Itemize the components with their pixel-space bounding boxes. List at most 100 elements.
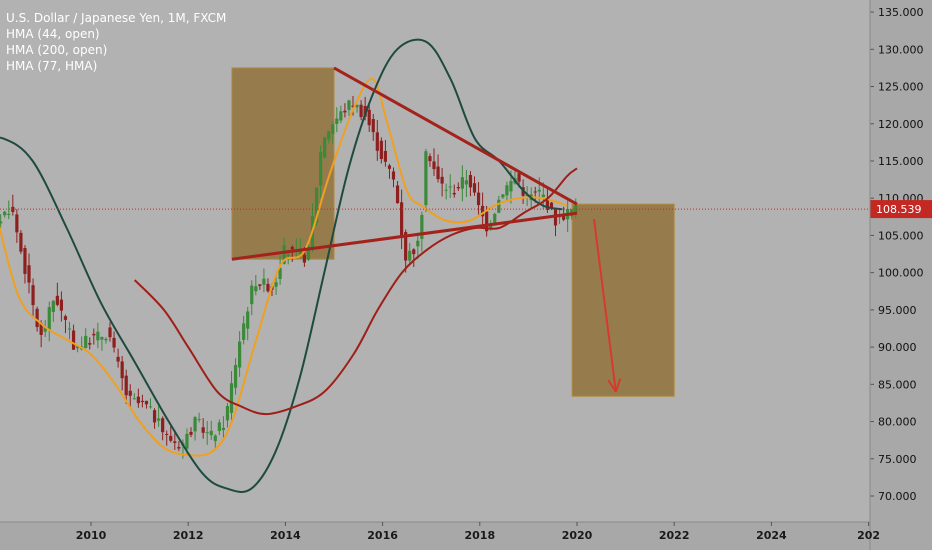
candle[interactable] (233, 358, 238, 395)
candle[interactable] (323, 136, 327, 159)
candle[interactable] (76, 345, 80, 353)
candle[interactable] (19, 230, 23, 255)
candle[interactable] (412, 248, 416, 267)
candle[interactable] (387, 163, 392, 179)
candle[interactable] (112, 331, 116, 353)
candle[interactable] (124, 369, 128, 404)
candle[interactable] (400, 189, 404, 250)
candle[interactable] (262, 268, 266, 293)
candle[interactable] (47, 301, 51, 342)
candle[interactable] (144, 400, 149, 409)
candle[interactable] (432, 148, 436, 176)
candle[interactable] (217, 419, 221, 436)
indicator-hma-77[interactable]: HMA (77, HMA) (6, 59, 98, 73)
indicator-hma-44[interactable]: HMA (44, open) (6, 27, 100, 41)
candle[interactable] (246, 307, 250, 341)
down-arrow[interactable] (593, 218, 622, 393)
candle[interactable] (51, 299, 55, 322)
candle[interactable] (96, 322, 100, 349)
candle[interactable] (254, 275, 258, 296)
candle[interactable] (209, 420, 213, 440)
candle[interactable] (161, 416, 165, 441)
candle[interactable] (116, 348, 120, 368)
candle[interactable] (266, 278, 270, 293)
hma-200-line[interactable] (0, 38, 563, 493)
candle[interactable] (436, 154, 440, 183)
candle[interactable] (367, 104, 371, 132)
candle[interactable] (152, 408, 157, 429)
candle[interactable] (59, 291, 64, 322)
candle[interactable] (448, 174, 452, 198)
candle[interactable] (481, 192, 485, 227)
candle[interactable] (355, 104, 359, 113)
candle[interactable] (157, 406, 161, 427)
candle[interactable] (331, 120, 335, 145)
candle[interactable] (250, 280, 254, 316)
candle[interactable] (347, 99, 351, 116)
indicator-hma-200[interactable]: HMA (200, open) (6, 43, 108, 57)
candle[interactable] (375, 120, 379, 161)
candle[interactable] (88, 337, 92, 350)
candle[interactable] (0, 214, 3, 229)
candle[interactable] (574, 198, 578, 219)
candle[interactable] (205, 420, 209, 445)
candle[interactable] (136, 388, 140, 408)
candle[interactable] (193, 416, 197, 441)
candle[interactable] (120, 355, 124, 391)
candle[interactable] (298, 238, 302, 258)
candle[interactable] (472, 176, 477, 196)
candle[interactable] (383, 139, 388, 167)
candle[interactable] (221, 416, 226, 438)
candle[interactable] (420, 211, 424, 252)
candle[interactable] (274, 275, 278, 295)
candle[interactable] (238, 331, 242, 377)
candle[interactable] (55, 282, 59, 307)
candle[interactable] (15, 209, 19, 243)
candle[interactable] (468, 171, 473, 197)
candle[interactable] (395, 181, 400, 204)
candle[interactable] (108, 322, 112, 342)
candle[interactable] (359, 100, 363, 121)
candle[interactable] (229, 371, 234, 421)
candle[interactable] (505, 181, 509, 202)
trendline-1[interactable] (333, 66, 578, 206)
candle[interactable] (408, 242, 412, 266)
candle[interactable] (92, 328, 96, 345)
candle[interactable] (104, 337, 108, 344)
candle[interactable] (31, 278, 35, 319)
candle[interactable] (7, 200, 11, 220)
candle[interactable] (197, 412, 201, 423)
candle[interactable] (460, 165, 464, 202)
candle[interactable] (456, 182, 460, 191)
candle[interactable] (440, 168, 444, 197)
candle[interactable] (343, 103, 347, 118)
candle[interactable] (371, 113, 375, 141)
candle[interactable] (71, 324, 76, 350)
candle[interactable] (132, 393, 136, 400)
candle[interactable] (452, 184, 456, 198)
plot-area[interactable] (0, 0, 870, 550)
candle[interactable] (201, 418, 205, 439)
candle[interactable] (379, 137, 383, 164)
candle[interactable] (100, 336, 104, 351)
candle[interactable] (225, 402, 230, 428)
candle[interactable] (319, 145, 323, 198)
price-axis-panel[interactable] (870, 0, 932, 550)
candle[interactable] (140, 394, 145, 408)
trendline-2[interactable] (231, 211, 578, 261)
candle[interactable] (169, 425, 173, 443)
candle[interactable] (335, 107, 339, 133)
candle[interactable] (258, 284, 262, 290)
candle[interactable] (43, 319, 47, 337)
candle[interactable] (416, 232, 420, 260)
candle[interactable] (464, 169, 469, 197)
candle[interactable] (501, 194, 505, 199)
candle[interactable] (177, 441, 181, 452)
candle[interactable] (444, 183, 448, 200)
candle[interactable] (27, 253, 31, 294)
candle[interactable] (391, 167, 396, 188)
candle[interactable] (67, 321, 72, 340)
candle[interactable] (242, 315, 246, 345)
hma-77-line[interactable] (133, 167, 578, 416)
